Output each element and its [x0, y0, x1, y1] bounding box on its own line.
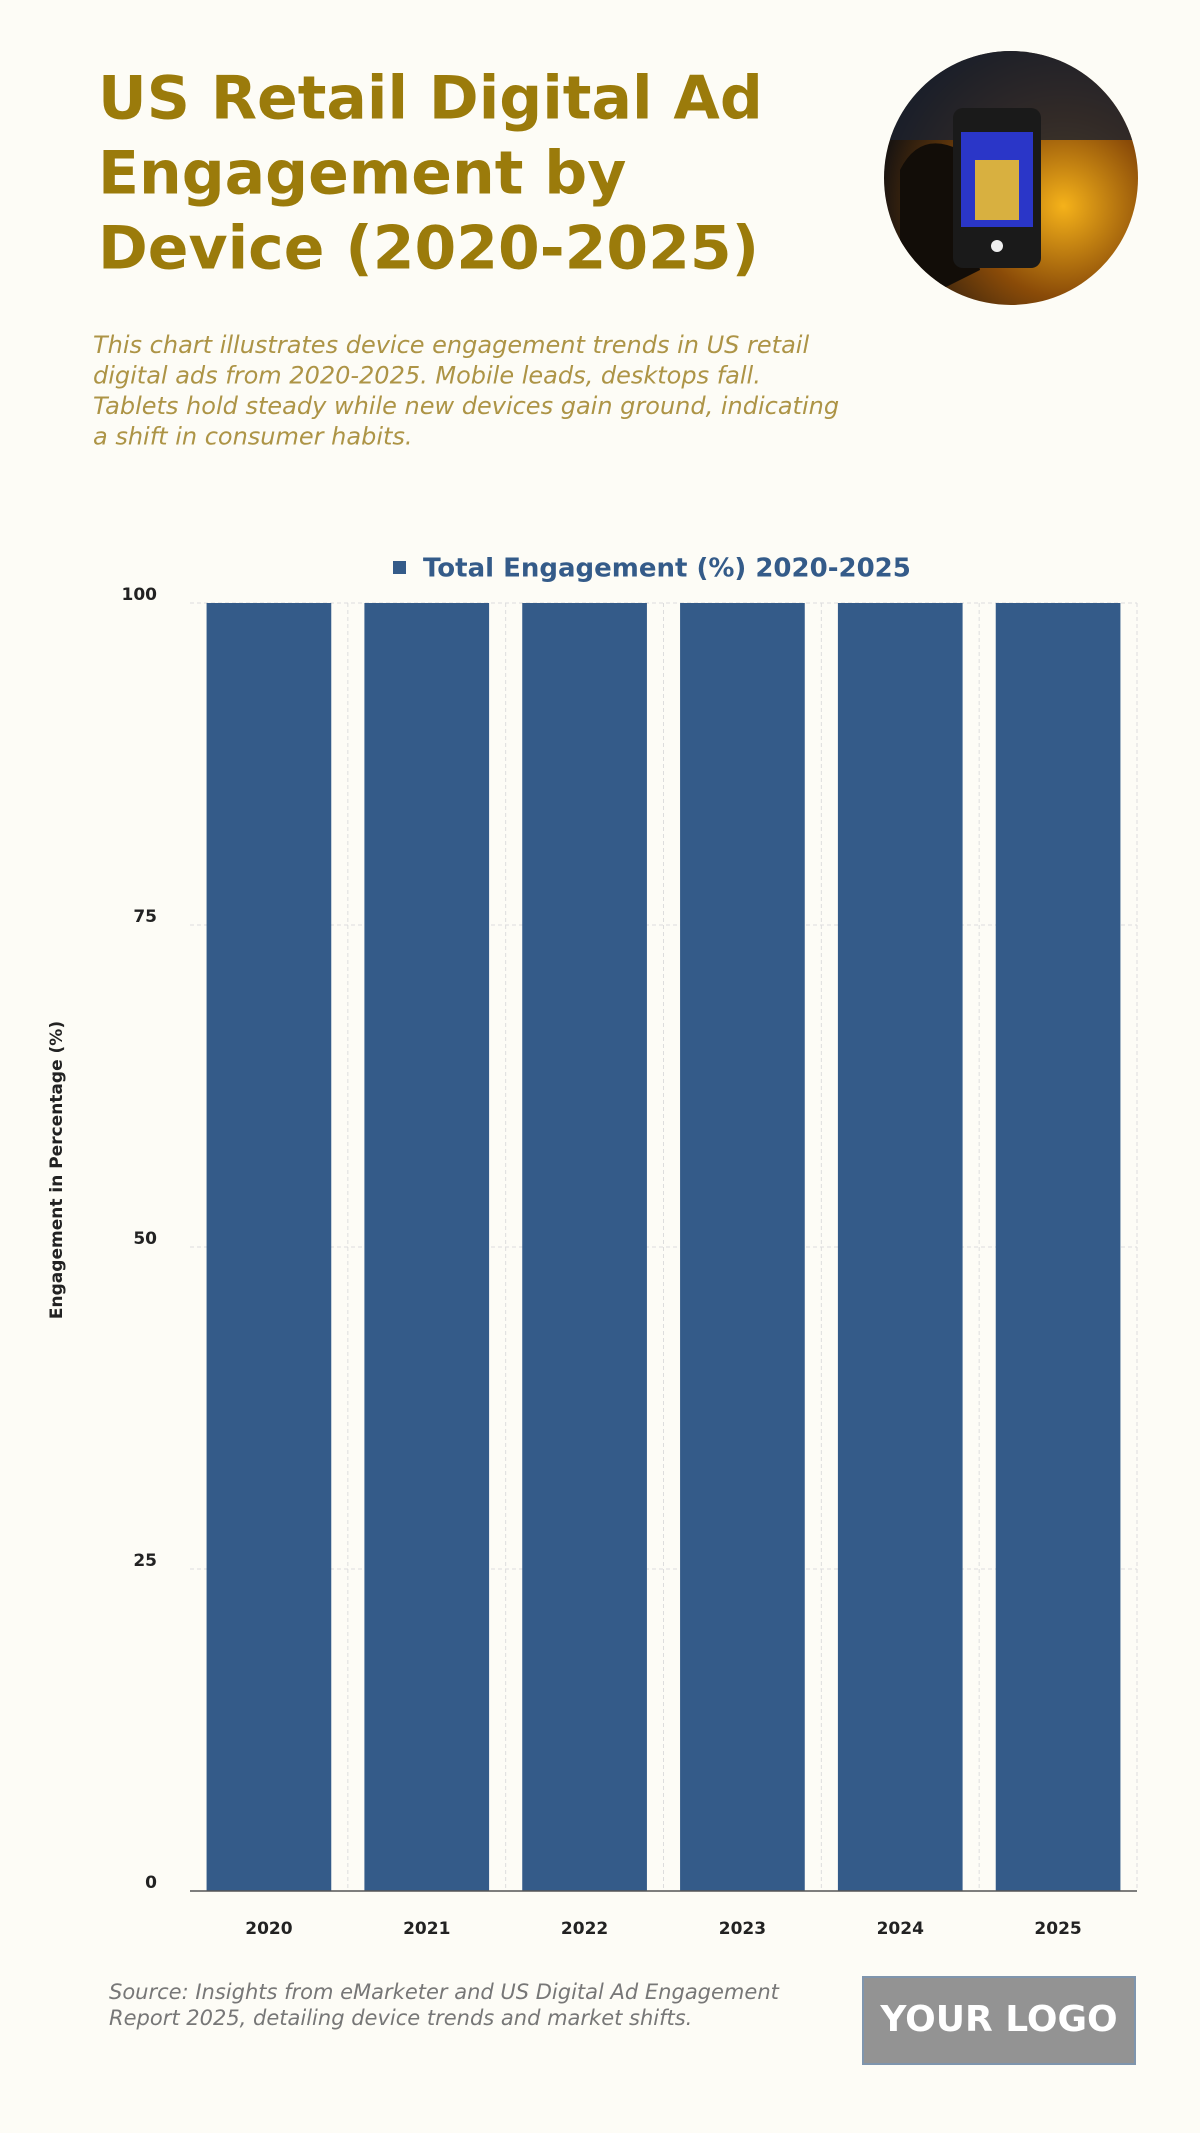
bar — [837, 603, 963, 1891]
bar — [522, 603, 647, 1891]
legend-swatch — [393, 561, 406, 574]
logo-box — [862, 1976, 1136, 2065]
y-tick-label: 25 — [133, 1551, 157, 1571]
y-tick-label: 0 — [145, 1873, 157, 1893]
chart-subtitle: digital ads from 2020-2025. Mobile leads… — [93, 362, 761, 390]
x-tick-label: 2025 — [1034, 1919, 1081, 1939]
source-note: Report 2025, detailing device trends and… — [109, 2006, 692, 2030]
x-tick-label: 2021 — [403, 1919, 450, 1939]
bar — [995, 603, 1121, 1891]
chart-title: US Retail Digital Ad — [98, 64, 763, 134]
hero-image — [884, 51, 1138, 305]
x-tick-label: 2023 — [719, 1919, 766, 1939]
y-tick-label: 50 — [133, 1229, 157, 1249]
chart-subtitle: Tablets hold steady while new devices ga… — [93, 392, 839, 420]
chart-title: Engagement by — [98, 139, 626, 209]
x-tick-label: 2020 — [245, 1919, 292, 1939]
source-note: Source: Insights from eMarketer and US D… — [109, 1980, 780, 2004]
chart-subtitle: a shift in consumer habits. — [93, 423, 413, 451]
bar — [364, 603, 490, 1891]
x-tick-label: 2024 — [877, 1919, 924, 1939]
bar — [206, 603, 332, 1891]
x-tick-label: 2022 — [561, 1919, 608, 1939]
bar — [680, 603, 805, 1891]
chart-subtitle: This chart illustrates device engagement… — [93, 331, 809, 359]
logo-text: YOUR LOGO — [879, 1999, 1117, 2040]
legend-label: Total Engagement (%) 2020-2025 — [423, 554, 911, 584]
y-tick-label: 100 — [122, 585, 158, 605]
y-axis-label: Engagement in Percentage (%) — [47, 1021, 67, 1319]
chart-title: Device (2020-2025) — [98, 214, 759, 284]
y-tick-label: 75 — [133, 907, 157, 927]
